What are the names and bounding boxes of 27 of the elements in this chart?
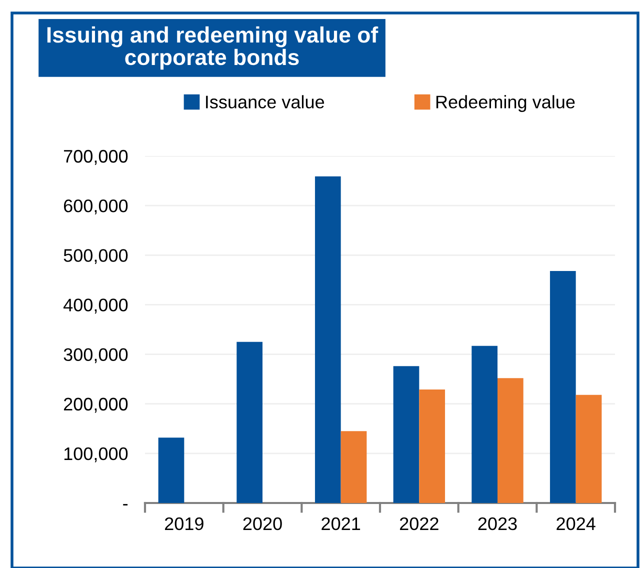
bar: [550, 271, 576, 503]
x-tick-label: 2023: [478, 517, 517, 530]
bar: [498, 378, 524, 503]
x-tick-label: 2022: [400, 517, 438, 530]
x-tick-label: 2024: [556, 517, 596, 530]
legend-label: Redeeming value: [436, 95, 575, 112]
y-tick-label: 400,000: [63, 298, 128, 314]
y-tick-label: 600,000: [64, 200, 128, 214]
x-tick-label: 2021: [322, 517, 360, 530]
bar: [340, 431, 367, 503]
y-tick-label: 100,000: [64, 447, 128, 462]
bar: [576, 394, 602, 503]
x-tick-label: 2020: [243, 517, 282, 530]
y-tick-label: 300,000: [64, 348, 128, 364]
chart-title: Issuing and redeeming value of corporate bonds: [47, 26, 378, 70]
y-tick-label: 200,000: [64, 398, 128, 413]
bar: [158, 438, 184, 503]
y-tick-label: 500,000: [64, 249, 128, 264]
x-tick-label: 2019: [164, 517, 204, 530]
bar: [472, 346, 498, 503]
y-tick-label: -: [123, 504, 128, 506]
bar: [419, 389, 446, 503]
y-tick-label: 700,000: [64, 150, 128, 165]
bar: [236, 342, 262, 503]
bar: [393, 366, 420, 503]
bar: [314, 176, 341, 503]
legend-label: Issuance value: [206, 95, 324, 108]
